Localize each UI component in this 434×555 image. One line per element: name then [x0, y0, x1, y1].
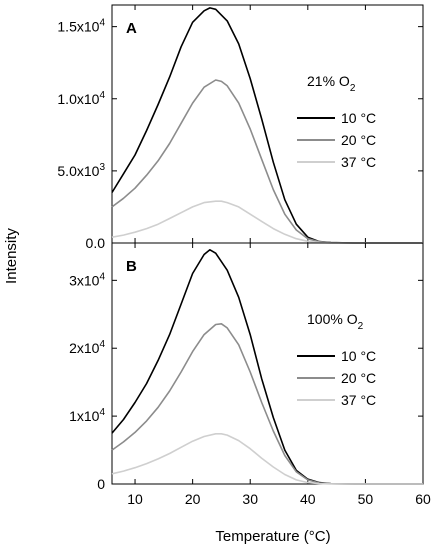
series-line-2 [111, 322, 423, 485]
x-axis-title: Temperature (°C) [215, 528, 330, 545]
legend-label-3: 37 °C [341, 154, 376, 170]
legend-label-2: 20 °C [341, 132, 376, 148]
legend-label-2: 20 °C [341, 370, 376, 386]
x-tick-label: 60 [415, 491, 431, 507]
x-tick-label: 20 [185, 491, 201, 507]
x-tick-label: 40 [300, 491, 316, 507]
panel-A: 0.0 5.0x103 1.0x104 1.5x104 A 21% O2 10 °C 20 °… [57, 4, 424, 251]
plot-frame [111, 242, 424, 485]
y-tick-label: 2x104 [69, 339, 105, 356]
panel-label: A [126, 20, 137, 37]
legend-label-1: 10 °C [341, 348, 376, 364]
series-line-3 [111, 432, 423, 485]
y-tick-label: 0.0 [86, 235, 106, 251]
x-tick-label: 10 [127, 491, 143, 507]
series-line-1 [111, 249, 423, 485]
y-tick-label: 3x104 [69, 271, 105, 288]
legend-label-1: 10 °C [341, 110, 376, 126]
oxygen-annotation: 21% O2 [307, 73, 356, 94]
x-tick-label: 50 [358, 491, 374, 507]
x-tick-label: 30 [242, 491, 258, 507]
plot-frame [111, 4, 424, 244]
y-tick-label: 5.0x103 [57, 162, 105, 179]
y-tick-label: 0 [97, 476, 105, 492]
panel-B: 10 20 30 40 50 60 0 1x104 2x104 3x104 B 100% O2 10 °… [69, 242, 431, 507]
y-tick-label: 1x104 [69, 407, 105, 424]
oxygen-annotation: 100% O2 [307, 311, 364, 332]
panels: 0.0 5.0x103 1.0x104 1.5x104 A 21% O2 10 °C 20 °… [57, 4, 431, 507]
series-line-3 [111, 200, 423, 244]
y-tick-label: 1.5x104 [57, 18, 105, 35]
legend-label-3: 37 °C [341, 392, 376, 408]
y-axis-title: Intensity [3, 228, 20, 284]
y-tick-label: 1.0x104 [57, 90, 105, 107]
panel-label: B [126, 258, 137, 275]
series-line-1 [111, 7, 423, 244]
